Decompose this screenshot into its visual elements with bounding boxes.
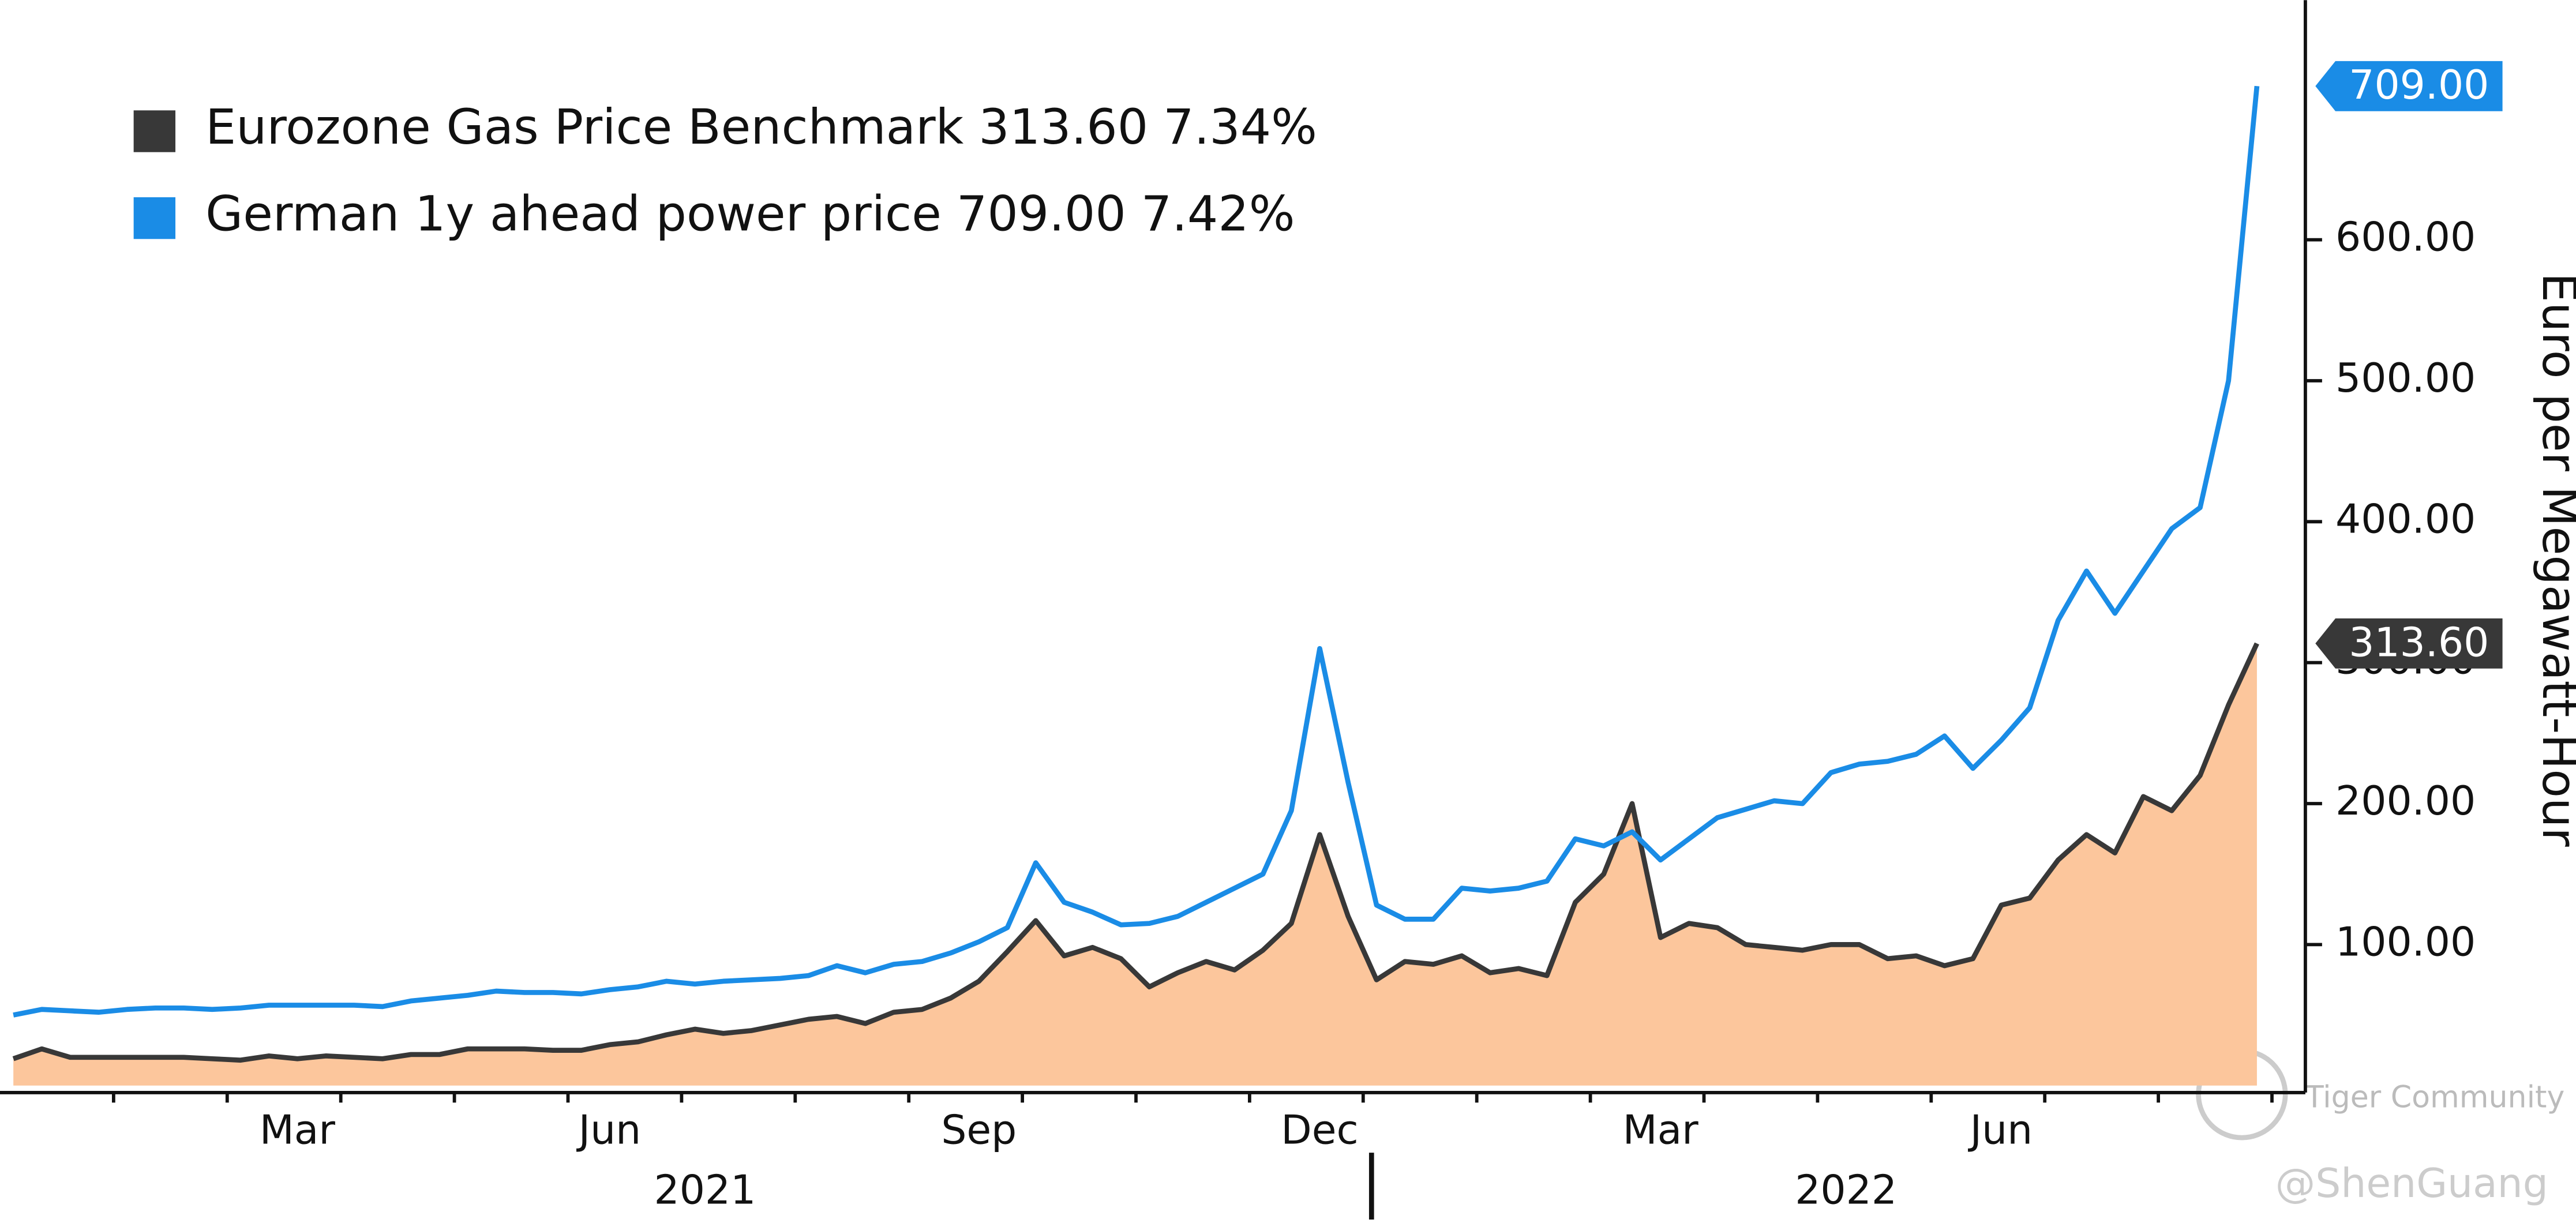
x-tick-label: Jun: [576, 1106, 642, 1153]
x-group-label: 2021: [654, 1167, 756, 1214]
y-tick-label: 500.00: [2335, 355, 2476, 402]
last-value-label: 313.60: [2349, 619, 2489, 666]
x-tick-label: Mar: [1623, 1106, 1699, 1153]
legend-name: German 1y ahead power price: [205, 186, 942, 242]
legend-label: German 1y ahead power price 709.00 7.42%: [205, 186, 1295, 242]
x-group-label: 2022: [1795, 1167, 1897, 1214]
last-value-tag: [2315, 61, 2503, 111]
legend-label: Eurozone Gas Price Benchmark 313.60 7.34%: [205, 99, 1317, 155]
legend-change: 7.34%: [1163, 99, 1317, 155]
last-value-tag: [2315, 618, 2503, 669]
x-tick-label: Dec: [1281, 1106, 1358, 1153]
x-tick-label: Sep: [941, 1106, 1017, 1153]
watermark: @ShenGuang: [2275, 1160, 2548, 1207]
watermark: Tiger Community: [2305, 1081, 2564, 1115]
y-tick-label: 600.00: [2335, 214, 2476, 261]
legend-value: 313.60: [978, 99, 1148, 155]
legend-swatch: [133, 110, 176, 152]
last-value-label: 709.00: [2349, 62, 2489, 108]
area: [13, 643, 2257, 1086]
y-tick-label: 400.00: [2335, 496, 2476, 542]
legend-change: 7.42%: [1141, 186, 1295, 242]
line: [13, 85, 2260, 1018]
x-tick-label: Jun: [1968, 1106, 2033, 1153]
y-axis-label: Euro per Megawatt-Hour: [2532, 273, 2576, 847]
legend-value: 709.00: [957, 186, 1126, 242]
legend-swatch: [133, 197, 176, 239]
legend-name: Eurozone Gas Price Benchmark: [205, 99, 963, 155]
x-tick-label: Mar: [260, 1106, 336, 1153]
line: [12, 642, 2259, 1063]
y-tick-label: 200.00: [2335, 778, 2476, 824]
y-tick-label: 100.00: [2335, 918, 2476, 965]
